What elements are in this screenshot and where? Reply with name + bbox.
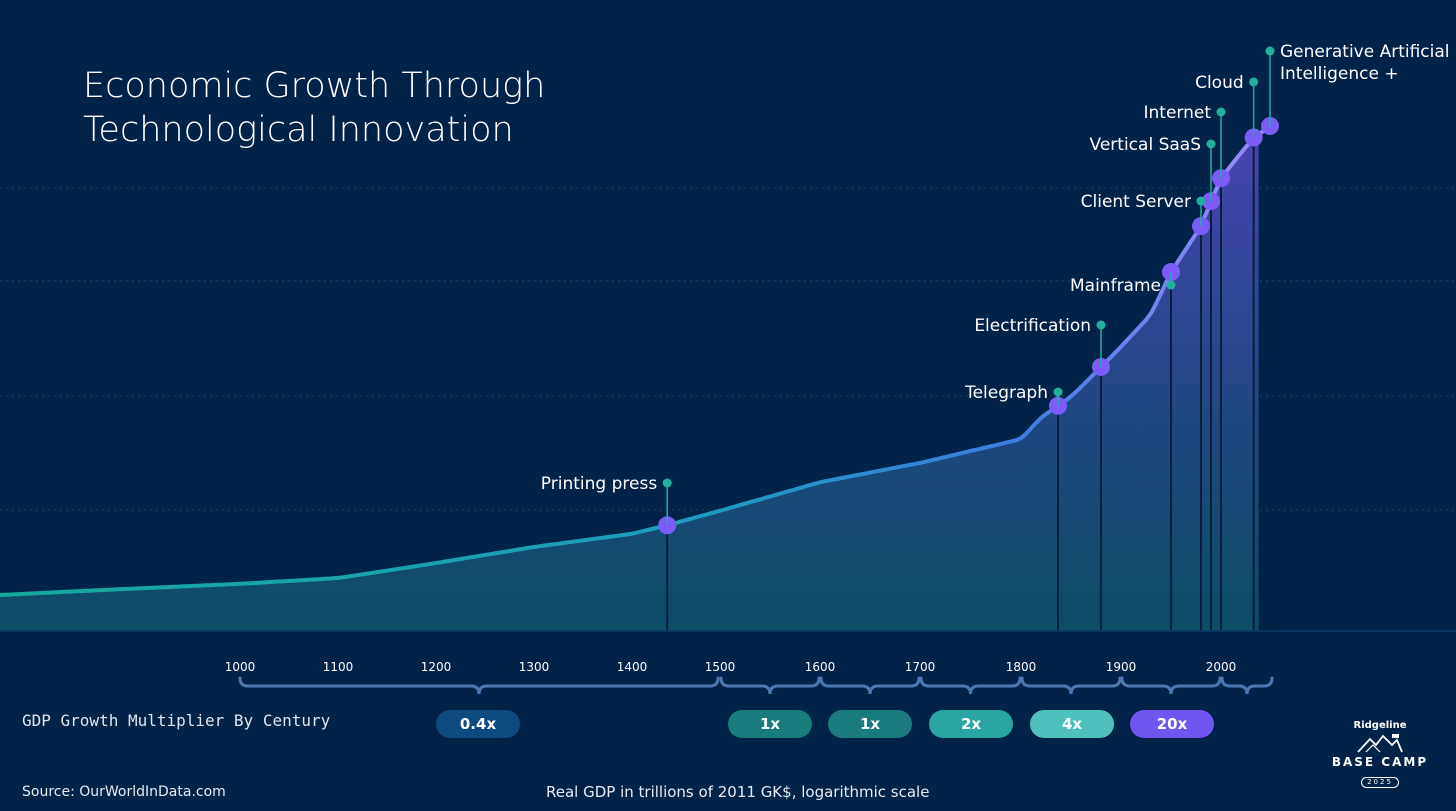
marker-mainframe: [1166, 280, 1176, 290]
bracket-1600-1700: [819, 676, 921, 695]
gdp-line: [0, 124, 1272, 598]
bracket-2000-plus: [1220, 676, 1274, 695]
bracket-1800-1900: [1020, 676, 1122, 695]
tick-1400: 1400: [617, 660, 648, 674]
axis-footnote: Real GDP in trillions of 2011 GK$, logar…: [546, 783, 930, 801]
title-line-2: Technological Innovation: [83, 110, 514, 150]
bracket-1700-1800: [919, 676, 1022, 695]
label-client-server: Client Server: [1081, 192, 1191, 212]
source-credit: Source: OurWorldInData.com: [22, 784, 226, 800]
marker-cloud: [1249, 77, 1259, 87]
tick-1800: 1800: [1006, 660, 1037, 674]
multiplier-pill-1700-1800: 2x: [929, 710, 1013, 738]
tick-1100: 1100: [323, 660, 354, 674]
marker-internet: [1216, 107, 1226, 117]
base-camp-logo: Ridgeline BASE CAMP 2025: [1326, 720, 1434, 800]
multiplier-pill-1600-1700: 1x: [828, 710, 912, 738]
bracket-1900-2000: [1120, 676, 1222, 695]
multiplier-pill-1500-1600: 1x: [728, 710, 812, 738]
marker-client-server: [1196, 196, 1206, 206]
tick-2000: 2000: [1206, 660, 1237, 674]
marker-electrification: [1096, 320, 1106, 330]
gdp-area: [0, 135, 1259, 631]
label-mainframe: Mainframe: [1070, 276, 1161, 296]
bracket-1000-1500: [238, 676, 720, 695]
bracket-1500-1600: [719, 676, 821, 695]
century-brackets: [238, 676, 1274, 695]
tick-1900: 1900: [1106, 660, 1137, 674]
tick-1600: 1600: [805, 660, 836, 674]
marker-telegraph: [1053, 387, 1063, 397]
tick-1000: 1000: [225, 660, 256, 674]
label-generative-artificial-intelligence: Generative Artificial Intelligence +: [1280, 42, 1450, 84]
marker-printing-press: [662, 478, 672, 488]
multiplier-pill-1900-2000: 20x: [1130, 710, 1214, 738]
label-electrification: Electrification: [974, 316, 1091, 336]
label-cloud: Cloud: [1195, 73, 1244, 93]
title-line-1: Economic Growth Through: [83, 66, 546, 106]
multiplier-pill-1000-1500: 0.4x: [436, 710, 520, 738]
multiplier-label: GDP Growth Multiplier By Century: [22, 711, 331, 730]
tick-1700: 1700: [905, 660, 936, 674]
multiplier-pill-1800-1900: 4x: [1030, 710, 1114, 738]
x-axis-ticks: 1000 1100 1200 1300 1400 1500 1600 1700 1800 1900…: [225, 660, 1237, 674]
milestone-callouts: Printing press Telegraph Electrification Ma…: [541, 42, 1450, 526]
label-printing-press: Printing press: [541, 474, 658, 494]
logo-brand: BASE CAMP: [1331, 755, 1429, 769]
label-telegraph: Telegraph: [964, 383, 1048, 403]
label-vertical-saas: Vertical SaaS: [1090, 135, 1201, 155]
tick-1500: 1500: [705, 660, 736, 674]
marker-generative-artificial-intelligence: [1265, 46, 1275, 56]
tick-1200: 1200: [421, 660, 452, 674]
logo-org: Ridgeline: [1353, 720, 1407, 731]
page-title: Economic Growth Through Technological In…: [83, 64, 545, 152]
marker-vertical-saas: [1206, 139, 1216, 149]
mountain-icon: [1357, 734, 1403, 753]
tick-1300: 1300: [519, 660, 550, 674]
label-internet: Internet: [1143, 103, 1211, 123]
milestone-stems: [666, 126, 1271, 631]
logo-year: 2025: [1361, 777, 1399, 788]
